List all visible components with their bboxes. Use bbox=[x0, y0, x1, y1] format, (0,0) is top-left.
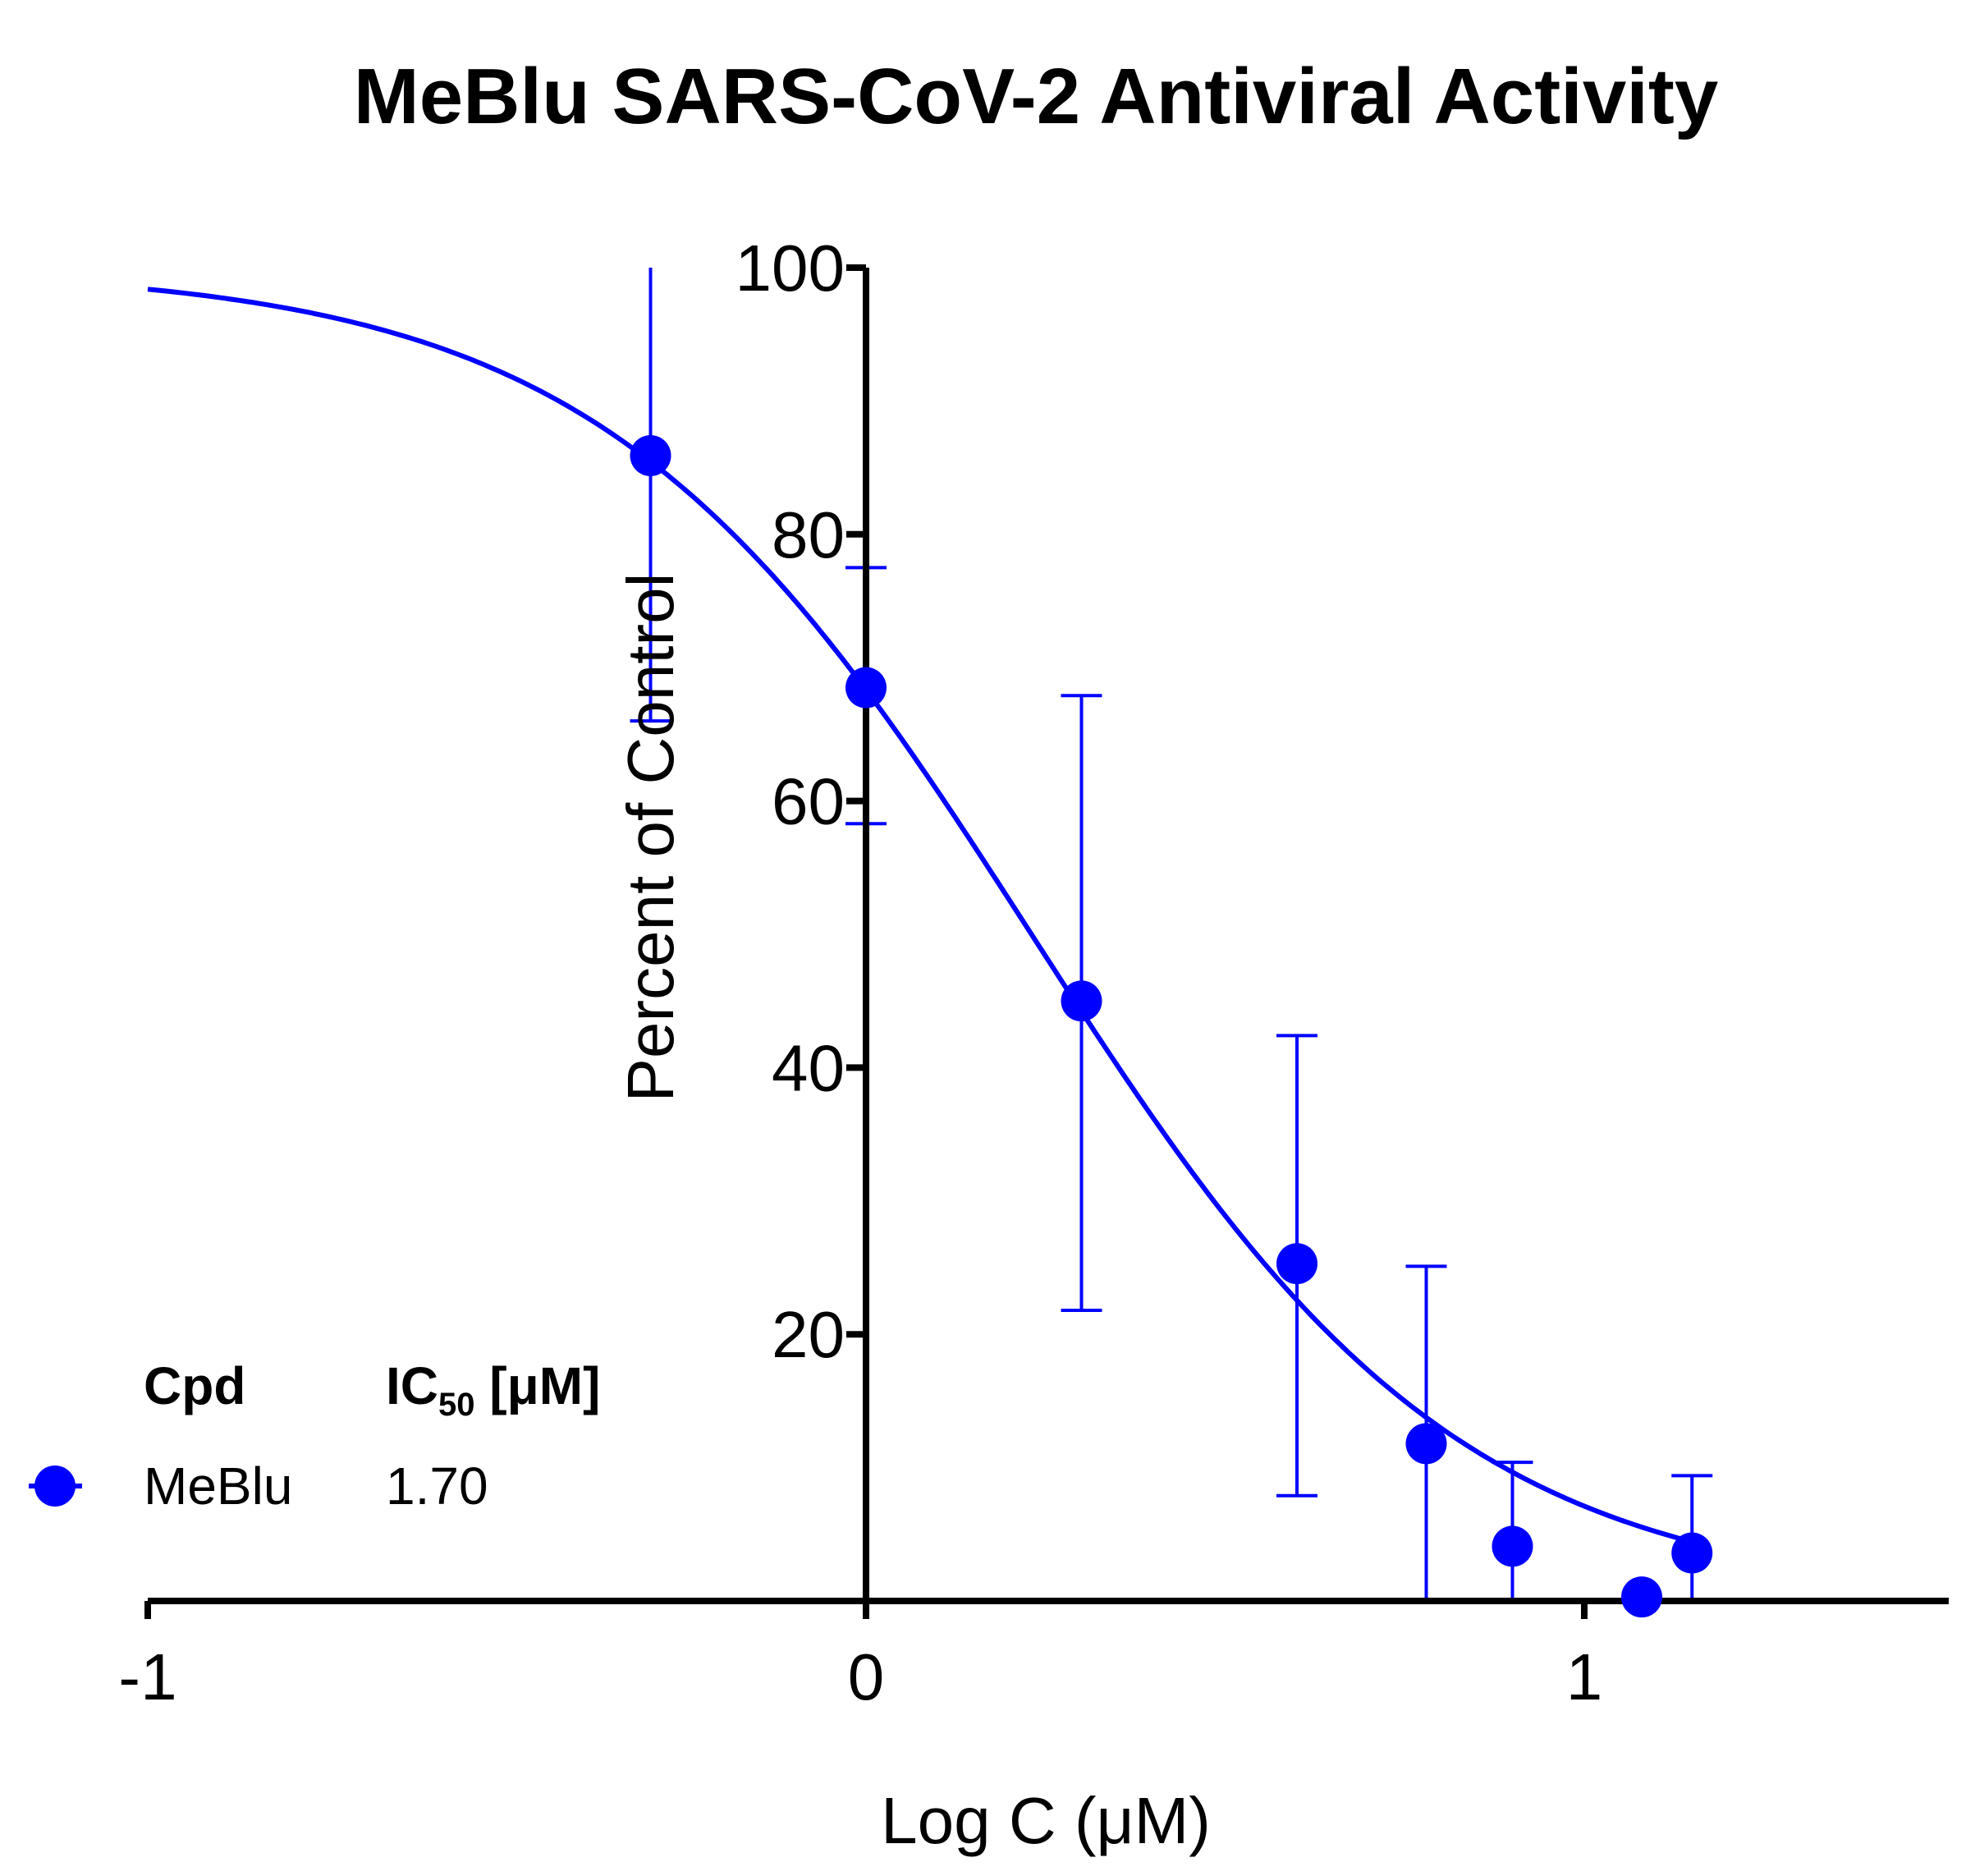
data-point bbox=[1492, 1525, 1533, 1567]
legend-marker-icon bbox=[34, 1465, 76, 1507]
chart-title: MeBlu SARS-CoV-2 Antiviral Activity bbox=[354, 53, 1719, 140]
legend-header-ic50: IC50 [μM] bbox=[386, 1356, 600, 1423]
y-tick-label: 100 bbox=[735, 232, 845, 305]
y-tick-label: 40 bbox=[772, 1031, 845, 1104]
y-tick-label: 60 bbox=[772, 765, 845, 838]
legend-entry-ic50: 1.70 bbox=[386, 1456, 488, 1516]
legend-header-cpd: Cpd bbox=[144, 1356, 245, 1415]
x-tick-label: 0 bbox=[848, 1640, 885, 1713]
legend-header-ic50-sub: 50 bbox=[438, 1387, 475, 1423]
data-point bbox=[1405, 1423, 1447, 1465]
y-tick-label: 80 bbox=[772, 498, 845, 571]
x-tick-label: 1 bbox=[1566, 1640, 1603, 1713]
x-axis-label: Log C (μM) bbox=[881, 1784, 1211, 1857]
legend-header-ic50-main: IC bbox=[386, 1356, 438, 1415]
x-tick-label: -1 bbox=[118, 1640, 176, 1713]
data-point bbox=[1276, 1243, 1317, 1285]
data-point bbox=[1061, 980, 1102, 1022]
data-point-layer bbox=[630, 434, 1713, 1618]
data-point bbox=[630, 434, 671, 476]
y-axis-label: Percent of Control bbox=[614, 573, 687, 1103]
legend: Cpd IC50 [μM] MeBlu 1.70 bbox=[29, 1356, 600, 1516]
legend-entry-name: MeBlu bbox=[144, 1456, 292, 1516]
y-tick-layer: 20 40 60 80 100 bbox=[735, 232, 866, 1371]
y-tick-label: 20 bbox=[772, 1298, 845, 1371]
legend-header-ic50-unit: [μM] bbox=[475, 1356, 601, 1415]
data-point bbox=[1671, 1532, 1713, 1574]
error-bar-layer bbox=[630, 268, 1713, 1601]
data-point bbox=[1621, 1576, 1662, 1618]
fit-curve-layer bbox=[147, 287, 1693, 1544]
x-tick-layer: -1 0 1 bbox=[118, 1601, 1602, 1713]
fit-curve bbox=[147, 287, 1693, 1544]
data-point bbox=[845, 667, 887, 709]
